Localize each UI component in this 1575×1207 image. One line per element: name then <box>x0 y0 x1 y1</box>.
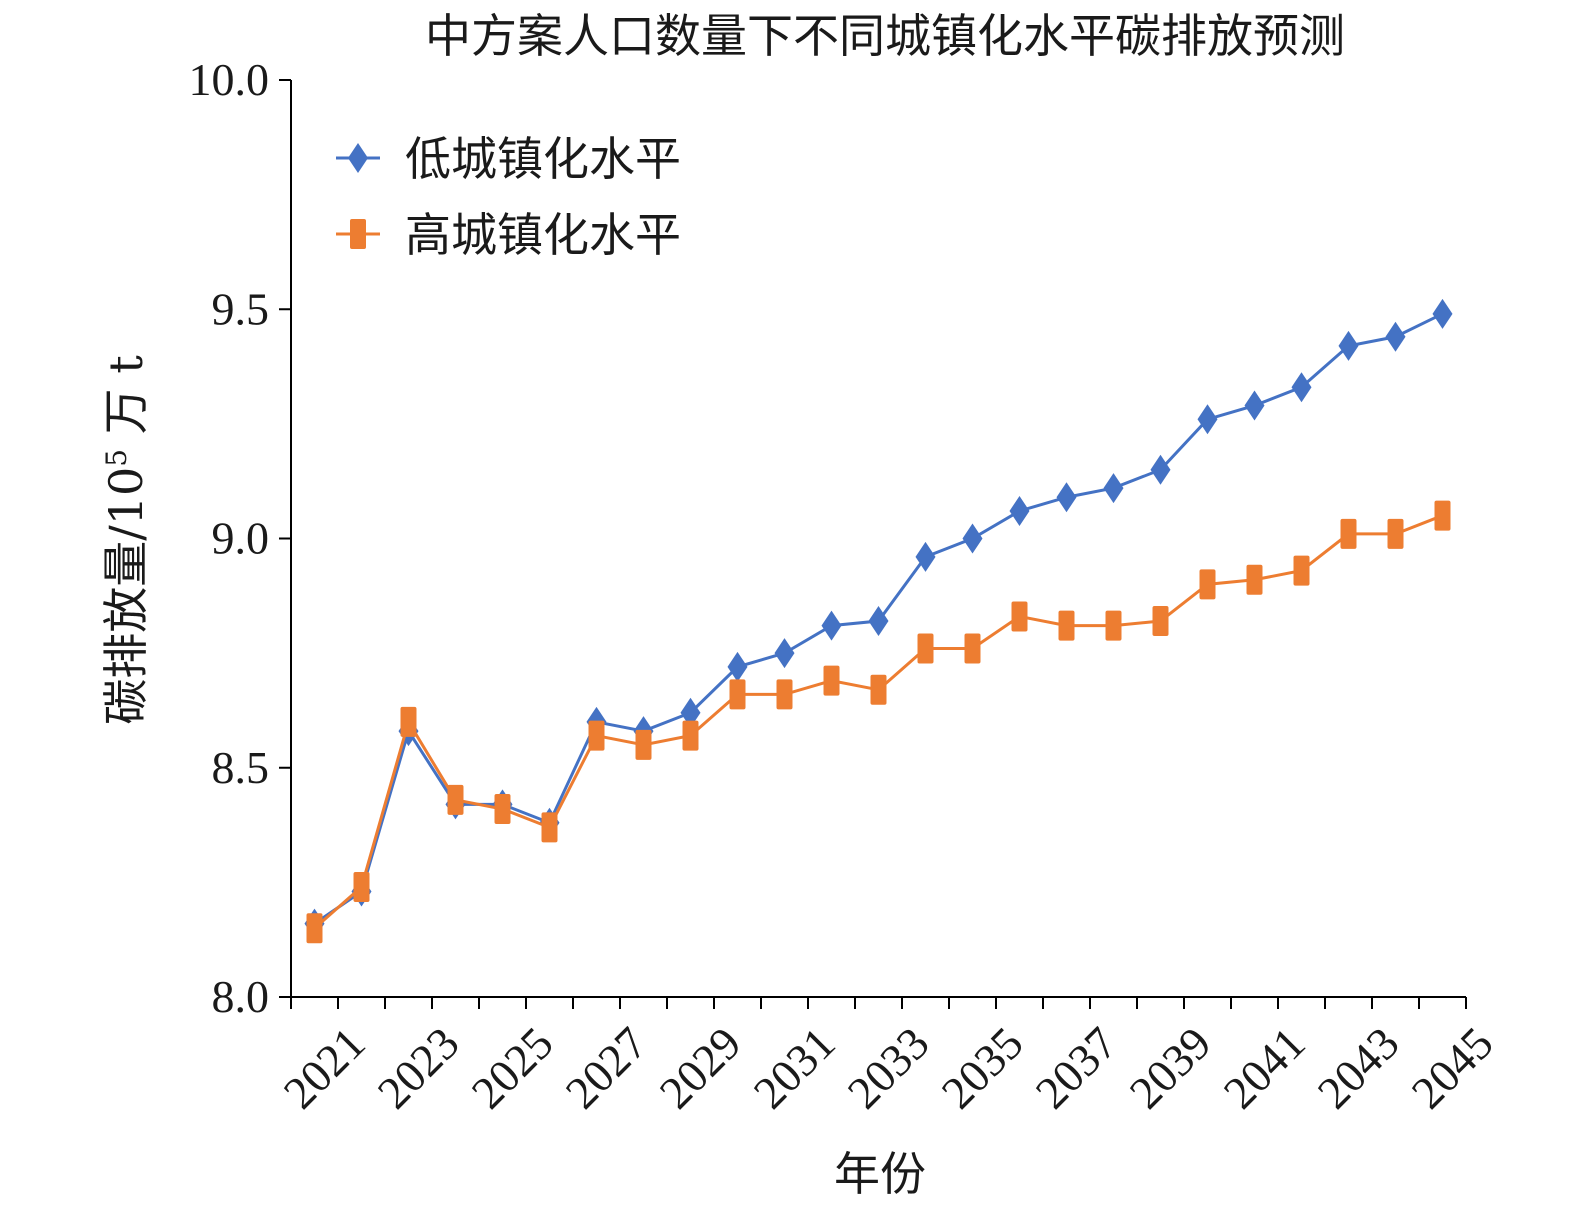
x-tick-label: 2031 <box>744 1017 845 1118</box>
data-point <box>917 633 934 664</box>
y-axis-label: 碳排放量/105 万 t <box>99 355 153 725</box>
data-point <box>962 523 983 554</box>
x-tick-label: 2021 <box>274 1017 375 1118</box>
data-point <box>1293 555 1310 586</box>
y-tick-label: 9.0 <box>212 513 270 564</box>
data-point <box>1338 330 1359 361</box>
data-point <box>541 812 558 843</box>
data-point <box>915 541 936 572</box>
data-point <box>964 633 981 664</box>
x-tick-label: 2027 <box>556 1017 657 1118</box>
y-tick-label: 9.5 <box>212 283 270 334</box>
data-point <box>1056 482 1077 513</box>
x-tick-label: 2039 <box>1120 1017 1221 1118</box>
x-tick-label: 2043 <box>1308 1017 1409 1118</box>
data-point <box>1340 518 1357 549</box>
series-low-urbanization <box>304 298 1453 939</box>
series-high-urbanization <box>306 500 1451 944</box>
x-tick-label: 2023 <box>368 1017 469 1118</box>
data-point <box>729 679 746 710</box>
data-point <box>1387 518 1404 549</box>
series-layer <box>304 298 1453 944</box>
y-tick-label: 8.0 <box>212 971 270 1022</box>
data-point <box>727 651 748 682</box>
x-axis-label: 年份 <box>834 1147 926 1201</box>
data-point <box>1291 372 1312 403</box>
x-tick-label: 2037 <box>1026 1017 1127 1118</box>
legend-marker <box>350 219 366 249</box>
data-point <box>1058 610 1075 641</box>
series-line <box>313 514 1444 930</box>
data-point <box>1385 321 1406 352</box>
data-point <box>1009 495 1030 526</box>
data-point <box>1103 473 1124 504</box>
data-point <box>588 720 605 751</box>
y-axis-label-exponent: 5 <box>100 449 133 467</box>
data-point <box>1197 404 1218 435</box>
x-tick-label: 2025 <box>462 1017 563 1118</box>
data-point <box>680 697 701 728</box>
x-tick-label: 2029 <box>650 1017 751 1118</box>
data-point <box>821 610 842 641</box>
x-axis: 2021202320252027202920312033203520372039… <box>274 996 1503 1118</box>
y-axis-label-prefix: 碳排放量/10 <box>99 467 153 725</box>
x-tick-label: 2041 <box>1214 1017 1315 1118</box>
data-point <box>823 665 840 696</box>
x-tick-label: 2035 <box>932 1017 1033 1118</box>
legend-label: 高城镇化水平 <box>405 208 681 262</box>
data-point <box>1152 606 1169 637</box>
chart-title: 中方案人口数量下不同城镇化水平碳排放预测 <box>425 9 1345 63</box>
data-point <box>306 913 323 944</box>
data-point <box>400 706 417 737</box>
data-point <box>1434 500 1451 531</box>
data-point <box>682 720 699 751</box>
data-point <box>776 679 793 710</box>
data-point <box>1011 601 1028 632</box>
x-tick-label: 2033 <box>838 1017 939 1118</box>
y-axis-label-suffix: 万 t <box>99 355 153 449</box>
x-tick-label: 2045 <box>1402 1017 1503 1118</box>
y-axis: 8.0 8.5 9.0 9.5 10.0 <box>189 54 292 1022</box>
legend-entry: 高城镇化水平 <box>336 208 681 262</box>
data-point <box>1150 454 1171 485</box>
data-point <box>868 606 889 637</box>
data-point <box>1105 610 1122 641</box>
data-point <box>494 794 511 825</box>
legend-entry: 低城镇化水平 <box>336 132 681 186</box>
data-point <box>447 784 464 815</box>
y-tick-label: 10.0 <box>189 54 270 105</box>
data-point <box>353 871 370 902</box>
legend-marker <box>348 143 368 173</box>
legend-label: 低城镇化水平 <box>405 132 681 186</box>
data-point <box>635 729 652 760</box>
data-point <box>1246 564 1263 595</box>
y-tick-label: 8.5 <box>212 742 270 793</box>
data-point <box>774 638 795 669</box>
data-point <box>1199 569 1216 600</box>
data-point <box>1432 298 1453 329</box>
data-point <box>1244 390 1265 421</box>
data-point <box>870 674 887 705</box>
